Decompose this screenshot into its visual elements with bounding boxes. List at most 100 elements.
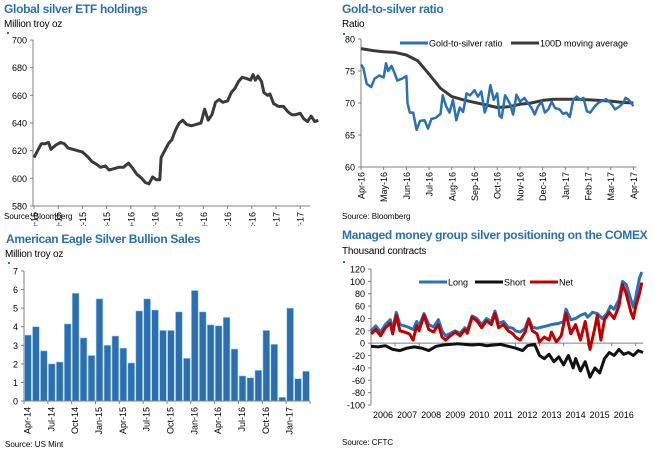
x-tick-label: Jan-17 [561,172,571,200]
x-tick-label: Dec-15 [102,212,112,226]
marker-dot [8,262,10,264]
y-tick-label: 70 [345,99,355,109]
y-tick-label: -40 [352,363,365,373]
x-tick-label: Dec-16 [538,172,548,201]
y-tick-label: 80 [355,289,365,299]
x-tick-label: Jun-15 [30,212,40,226]
sales-bar [230,348,239,402]
sales-bar [95,298,104,402]
legend-label-long: Long [448,278,468,288]
comex-panel: Managed money group silver positioning o… [330,226,655,452]
y-tick-label: 65 [345,131,355,141]
x-tick-label: Sep-16 [470,172,480,201]
ratio-panel: Gold-to-silver ratio Ratio 60 65 70 75 80 Apr… [330,0,655,226]
sales-bar [207,324,215,402]
y-tick-label: -80 [352,388,365,398]
x-tick-label: 2009 [445,410,465,420]
x-tick-label: Apr-16 [151,212,161,226]
x-tick-label: Feb-16 [126,212,136,226]
y-tick-label: 75 [345,67,355,77]
sales-bar [159,330,167,402]
y-tick-label: 2 [13,359,18,369]
y-tick-label: -60 [352,376,365,386]
x-tick-label: Aug-15 [54,212,64,226]
x-tick-label: Jan-16 [189,407,199,435]
x-tick-label: 2006 [373,410,393,420]
x-tick-label: 2010 [469,410,489,420]
x-tick-label: Jan-17 [285,407,295,435]
sales-bar [127,362,135,402]
eagle-panel: American Eagle Silver Bullion Sales Mill… [0,226,330,452]
x-tick-label: 2015 [590,410,610,420]
x-tick-label: Apr-16 [213,407,223,434]
sales-bar [246,377,255,402]
legend-label-ratio: Gold-to-silver ratio [429,39,503,49]
x-tick-label: Jul-14 [46,407,56,432]
x-tick-label: Nov-16 [515,172,525,201]
x-tick-label: 2011 [494,410,513,420]
x-tick-label: Dec-16 [247,212,257,226]
x-tick-label: 2013 [541,410,561,420]
x-tick-label: Mar-17 [606,172,616,201]
y-axis-unit-label: Million troy oz [5,249,64,260]
y-tick-label: -100 [347,401,365,411]
sales-bar [111,335,120,402]
sales-bar [103,344,112,402]
y-tick-label: 20 [355,326,365,336]
sales-bar [64,323,72,402]
y-tick-label: 100 [350,277,365,287]
sales-bar [175,311,183,402]
marker-dot [343,261,345,263]
y-axis-unit-label: Ratio [342,19,365,30]
chart-title: Global silver ETF holdings [4,2,148,16]
legend-label-net: Net [559,278,574,288]
source-note: Source: US Mint [5,440,64,449]
x-tick-label: Apr-16 [357,172,367,199]
x-tick-label: Jan-15 [94,407,104,435]
y-tick-label: 60 [355,302,365,312]
sales-bar [87,355,96,402]
sales-bar [286,307,294,402]
sales-bar [143,298,151,402]
sales-bar [199,311,207,402]
y-axis-unit-label: Million troy oz [4,19,63,30]
x-tick-label: Apr-17 [629,172,639,199]
net-positions-line [369,282,644,351]
x-tick-label: Apr-14 [22,407,32,434]
sales-bar [56,361,64,402]
y-tick-label: 80 [345,35,355,45]
moving-average-line [360,47,634,109]
y-tick-label: 0 [13,397,18,407]
ratio-chart: 60 65 70 75 80 Apr-16 May-16 Jun-16 Jul-16 Aug-16… [345,35,639,203]
y-tick-label: -20 [352,351,365,361]
y-tick-label: 680 [12,63,27,73]
x-tick-label: Jul-15 [142,407,152,432]
x-tick-label: 2012 [517,410,537,420]
x-tick-label: Oct-15 [78,212,88,226]
etf-chart: 580 600 620 640 660 680 700 Jun-15 Aug-15 Oct-15 D… [12,36,319,226]
sales-bar [135,310,143,402]
y-tick-label: 600 [12,174,27,184]
sales-bar [167,330,175,402]
y-tick-label: 3 [13,341,18,351]
eagle-chart: 0 1 2 3 4 5 6 7 Apr-14 Jul-14 Oct-14 Jan-15 Apr-15 Ju… [13,267,311,435]
sales-bar [302,370,310,402]
sales-bar [278,396,286,402]
marker-dot [343,33,345,35]
x-tick-label: Jul-16 [425,172,435,197]
x-tick-label: Jul-16 [237,407,247,432]
sales-bar [79,337,88,402]
sales-bar [32,326,40,402]
x-tick-label: Aug-16 [447,172,457,201]
source-note: Source: CFTC [342,438,394,447]
y-tick-label: 7 [13,267,18,277]
x-tick-label: 2007 [397,410,417,420]
sales-bar [254,370,263,402]
y-tick-label: 4 [13,322,18,332]
x-tick-label: Jun-16 [175,212,185,226]
etf-holdings-line [32,73,319,186]
legend-label-short: Short [504,278,526,288]
x-tick-label: Jun-16 [402,172,412,200]
x-tick-label: May-16 [379,172,389,202]
sales-bar [238,375,247,402]
